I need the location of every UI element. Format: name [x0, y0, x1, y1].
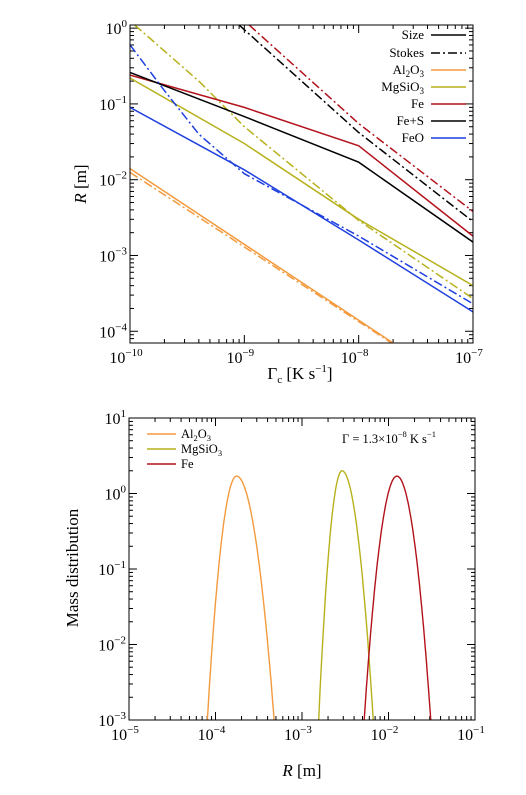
series-feo-stokes: [130, 44, 473, 305]
bottom-xtick-label: 10−3: [284, 724, 312, 744]
bottom-ylabel: Mass distribution: [63, 508, 82, 627]
top-ytick-label: 10−3: [99, 245, 127, 265]
bottom-xtick-label: 10−5: [111, 724, 139, 744]
bottom-ytick-label: 10−3: [98, 710, 126, 730]
bottom-ticks: [128, 417, 476, 721]
legend2-mgsio3-label: MgSiO3: [181, 442, 222, 458]
series-mgsio3-size: [130, 77, 473, 287]
legend2-al2o3-label: Al2O3: [181, 427, 211, 443]
top-tick-labels: 10−10 10−9 10−8 10−7 10−4 10−3 10−2 10−1 100: [99, 18, 483, 367]
top-ytick-label: 100: [106, 18, 128, 38]
legend-fes-label: Fe+S: [396, 113, 424, 128]
top-xtick-label: 10−9: [226, 347, 254, 367]
series-fes-stokes: [238, 25, 473, 223]
top-ylabel: R [m]: [71, 164, 90, 204]
bottom-xlabel: R [m]: [281, 761, 321, 780]
bottom-ytick-label: 101: [105, 408, 127, 428]
top-ticks: [129, 25, 474, 344]
top-legend: Size Stokes Al2O3 MgSiO3 Fe Fe+S FeO: [381, 27, 466, 145]
bottom-plot-frame: [128, 417, 476, 721]
bottom-ytick-label: 10−2: [98, 635, 126, 655]
top-ytick-label: 10−1: [99, 94, 127, 114]
top-plot-frame: [129, 24, 474, 344]
bottom-lines: [206, 470, 432, 720]
series-al2o3-distribution: [206, 475, 275, 720]
legend-fe-label: Fe: [411, 96, 424, 111]
series-mgsio3-stokes: [134, 25, 473, 300]
legend-stokes-label: Stokes: [389, 45, 424, 60]
series-fe-distribution: [363, 475, 432, 720]
chart-bottom: 10−5 10−4 10−3 10−2 10−1 10−3 10−2 10−1 100 101 R…: [63, 408, 485, 780]
top-lines: [130, 25, 473, 343]
top-xlabel: Γc [K s−1]: [267, 363, 332, 386]
series-al2o3-size: [130, 167, 394, 343]
series-fe-stokes: [248, 25, 473, 213]
legend2-fe-label: Fe: [181, 457, 194, 471]
series-fes-size: [130, 71, 473, 243]
series-fe-size: [130, 74, 473, 237]
legend-size-label: Size: [402, 27, 425, 42]
gamma-annotation: Γ = 1.3×10−8 K s−1: [342, 429, 436, 446]
bottom-xtick-label: 10−1: [457, 724, 485, 744]
top-ytick-label: 10−4: [99, 321, 127, 341]
top-xtick-label: 10−8: [341, 347, 369, 367]
bottom-xtick-label: 10−2: [371, 724, 399, 744]
series-al2o3-stokes: [130, 171, 393, 343]
top-xtick-label: 10−10: [109, 347, 143, 367]
bottom-ytick-label: 100: [105, 484, 127, 504]
bottom-legend: Al2O3 MgSiO3 Fe: [147, 427, 222, 471]
chart-top: 10−10 10−9 10−8 10−7 10−4 10−3 10−2 10−1 100 Γc …: [71, 18, 483, 386]
series-mgsio3-distribution: [317, 470, 374, 720]
bottom-ytick-label: 10−1: [98, 559, 126, 579]
bottom-tick-labels: 10−5 10−4 10−3 10−2 10−1 10−3 10−2 10−1 100 101: [98, 408, 485, 744]
legend-al2o3-label: Al2O3: [393, 62, 425, 79]
top-ytick-label: 10−2: [99, 170, 127, 190]
legend-feo-label: FeO: [402, 130, 424, 145]
bottom-xtick-label: 10−4: [198, 724, 226, 744]
legend-mgsio3-label: MgSiO3: [381, 79, 424, 96]
top-xtick-label: 10−7: [455, 347, 483, 367]
